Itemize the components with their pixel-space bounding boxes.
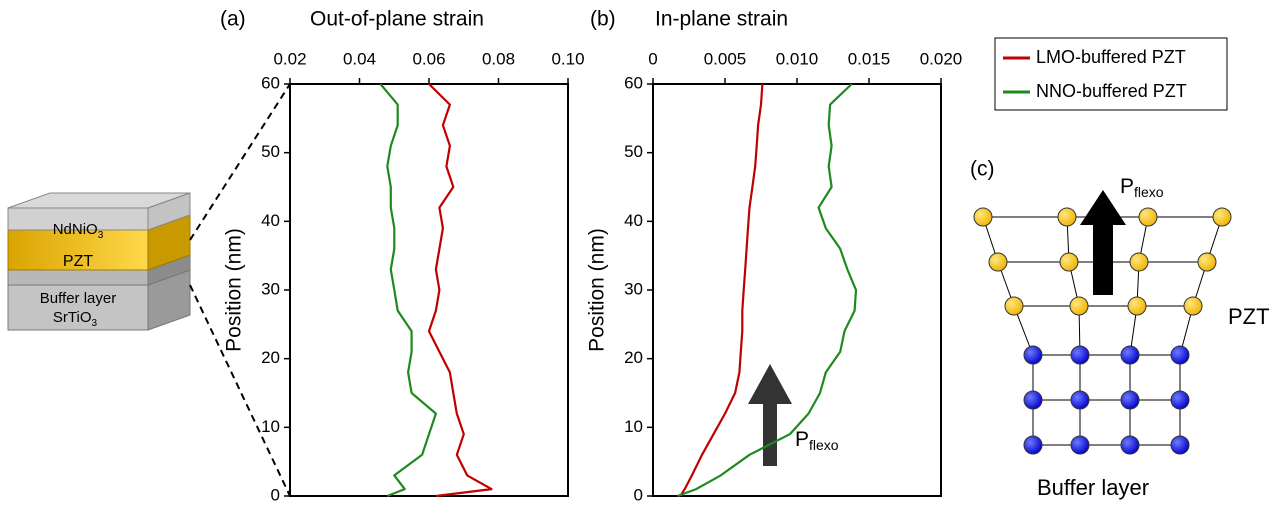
- x-tick-label: 0.04: [343, 49, 376, 68]
- x-tick-label: 0.005: [704, 49, 747, 68]
- x-tick-label: 0.015: [848, 49, 891, 68]
- atom: [1070, 345, 1090, 365]
- lattice-diagram: [973, 207, 1232, 455]
- y-axis-label: Position (nm): [586, 228, 609, 352]
- region-label: PZT: [1228, 304, 1270, 329]
- atom: [1120, 435, 1140, 455]
- arrow-label: Pflexo: [1120, 175, 1164, 200]
- region-label: Buffer layer: [1037, 475, 1149, 500]
- y-tick-label: 0: [271, 485, 280, 504]
- y-tick-label: 40: [261, 211, 280, 230]
- arrow-label-sub: flexo: [1134, 184, 1164, 200]
- atom: [1170, 390, 1190, 410]
- polarization-arrow: [748, 364, 792, 466]
- atom: [1127, 296, 1147, 316]
- y-tick-label: 40: [624, 211, 643, 230]
- x-tick-label: 0: [648, 49, 657, 68]
- atom: [1129, 252, 1149, 272]
- chart-title: Out-of-plane strain: [310, 8, 484, 31]
- legend-box: [994, 37, 1228, 111]
- y-tick-label: 50: [261, 142, 280, 161]
- atom: [1183, 296, 1203, 316]
- arrow-label-sub: flexo: [809, 437, 839, 453]
- atom: [1069, 296, 1089, 316]
- atom: [1197, 252, 1217, 272]
- layer-label: NdNiO3: [53, 221, 104, 241]
- atom: [1070, 435, 1090, 455]
- data-line: [427, 83, 493, 498]
- x-tick-label: 0.10: [551, 49, 584, 68]
- atom: [1057, 207, 1077, 227]
- arrow-label-main: P: [1120, 175, 1134, 198]
- x-tick-label: 0.020: [920, 49, 963, 68]
- atom: [1138, 207, 1158, 227]
- y-tick-label: 20: [624, 348, 643, 367]
- y-tick-label: 60: [261, 73, 280, 92]
- x-tick-label: 0.02: [273, 49, 306, 68]
- y-tick-label: 10: [624, 417, 643, 436]
- data-line: [677, 83, 858, 498]
- y-tick-label: 50: [624, 142, 643, 161]
- y-tick-label: 0: [634, 485, 643, 504]
- polarization-arrow: [1080, 190, 1126, 295]
- y-tick-label: 20: [261, 348, 280, 367]
- y-axis-label: Position (nm): [223, 228, 246, 352]
- x-tick-label: 0.08: [482, 49, 515, 68]
- layer-label: PZT: [63, 253, 93, 270]
- atom: [1070, 390, 1090, 410]
- chart-title: In-plane strain: [655, 8, 788, 31]
- atom: [1004, 296, 1024, 316]
- atom: [973, 207, 993, 227]
- arrow-label: Pflexo: [795, 428, 839, 453]
- y-tick-label: 30: [624, 279, 643, 298]
- panel-label: (b): [590, 8, 616, 31]
- atom: [1212, 207, 1232, 227]
- panel-label: (a): [220, 8, 246, 31]
- y-tick-label: 60: [624, 73, 643, 92]
- atom: [988, 252, 1008, 272]
- zoom-line: [189, 83, 291, 241]
- layer-label: SrTiO3: [53, 309, 98, 329]
- film-stack: [7, 192, 191, 331]
- layer-main: SrTiO: [53, 309, 92, 326]
- atom: [1120, 390, 1140, 410]
- zoom-line: [189, 284, 291, 497]
- layer-sub: 3: [98, 230, 104, 241]
- layer-main: NdNiO: [53, 221, 98, 238]
- layer-label: Buffer layer: [40, 290, 116, 307]
- atom: [1023, 390, 1043, 410]
- atom: [1120, 345, 1140, 365]
- atom: [1170, 435, 1190, 455]
- x-tick-label: 0.06: [412, 49, 445, 68]
- atom: [1023, 345, 1043, 365]
- legend-label: LMO-buffered PZT: [1036, 47, 1186, 67]
- y-tick-label: 30: [261, 279, 280, 298]
- atom: [1023, 435, 1043, 455]
- atom: [1059, 252, 1079, 272]
- layer-sub: 3: [92, 318, 98, 329]
- legend-label: NNO-buffered PZT: [1036, 81, 1187, 101]
- panel-label: (c): [970, 158, 995, 181]
- arrow-label-main: P: [795, 428, 809, 451]
- atom: [1170, 345, 1190, 365]
- y-tick-label: 10: [261, 417, 280, 436]
- x-tick-label: 0.010: [776, 49, 819, 68]
- data-line: [679, 83, 764, 497]
- legend: LMO-buffered PZT NNO-buffered PZT: [994, 37, 1228, 111]
- data-line: [379, 83, 437, 498]
